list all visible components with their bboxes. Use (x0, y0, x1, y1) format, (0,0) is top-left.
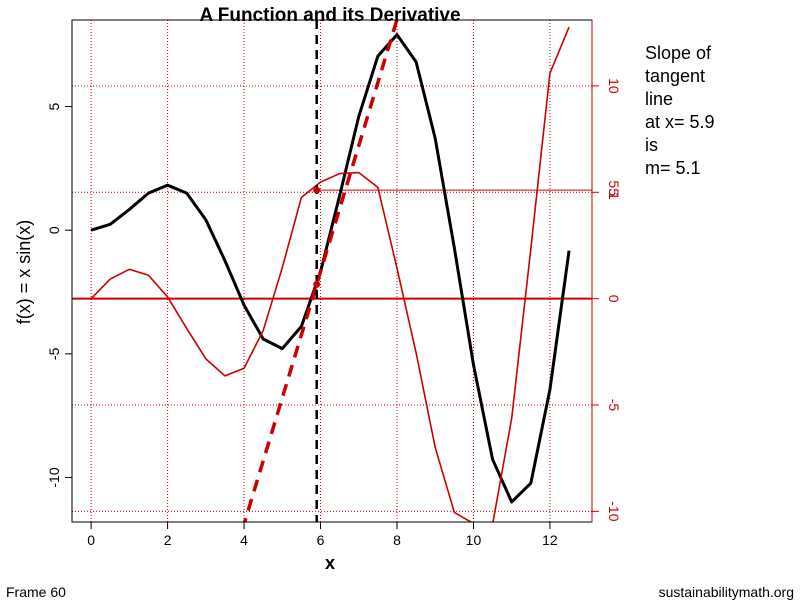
x-tick-label: 2 (164, 532, 172, 548)
y-right-tick-label: 10 (606, 78, 622, 94)
grid-lines (72, 20, 592, 522)
y-left-tick-label: 0 (46, 226, 62, 234)
axes: 0 2 4 6 8 10 12 -10 -5 0 5 -10 -5 0 5 10 5.1 (46, 19, 622, 548)
y-right-tick-label: 5 (606, 188, 622, 196)
y-right-tick-label: 0 (606, 295, 622, 303)
y-left-tick-label: -5 (46, 347, 62, 360)
y-left-tick-label: 5 (46, 102, 62, 110)
tangent-line (242, 20, 399, 522)
annotation-line: is (645, 135, 658, 155)
annotation-line: m= 5.1 (645, 158, 701, 178)
x-tick-label: 10 (466, 532, 482, 548)
tangent-point (313, 280, 321, 288)
function-series-line (90, 33, 571, 504)
annotation-line: tangent (645, 66, 706, 86)
chart-title: A Function and its Derivative (199, 5, 460, 26)
x-tick-label: 6 (317, 532, 325, 548)
y-right-tick-label: -5 (606, 399, 622, 412)
x-axis-label: x (325, 553, 335, 573)
frame-label: Frame 60 (6, 584, 66, 600)
plot-area (72, 20, 592, 522)
plot-frame (71, 19, 593, 523)
y-right-tick-label: -10 (606, 501, 622, 521)
site-credit: sustainabilitymath.org (658, 584, 794, 600)
y-axis-label: f(x) = x sin(x) (14, 220, 34, 325)
x-tick-label: 0 (87, 532, 95, 548)
x-tick-label: 8 (393, 532, 401, 548)
x-tick-label: 12 (542, 532, 558, 548)
derivative-point (313, 186, 321, 194)
derivative-series-line (90, 26, 570, 522)
slope-marker-label: 5.1 (606, 180, 622, 200)
annotation-line: Slope of (645, 43, 712, 63)
annotation-line: line (645, 89, 674, 109)
slope-annotation: Slope of tangent line at x= 5.9 is m= 5.… (645, 42, 795, 180)
annotation-line: at x= 5.9 (645, 112, 715, 132)
x-tick-label: 4 (240, 532, 248, 548)
y-left-tick-label: -10 (46, 467, 62, 487)
